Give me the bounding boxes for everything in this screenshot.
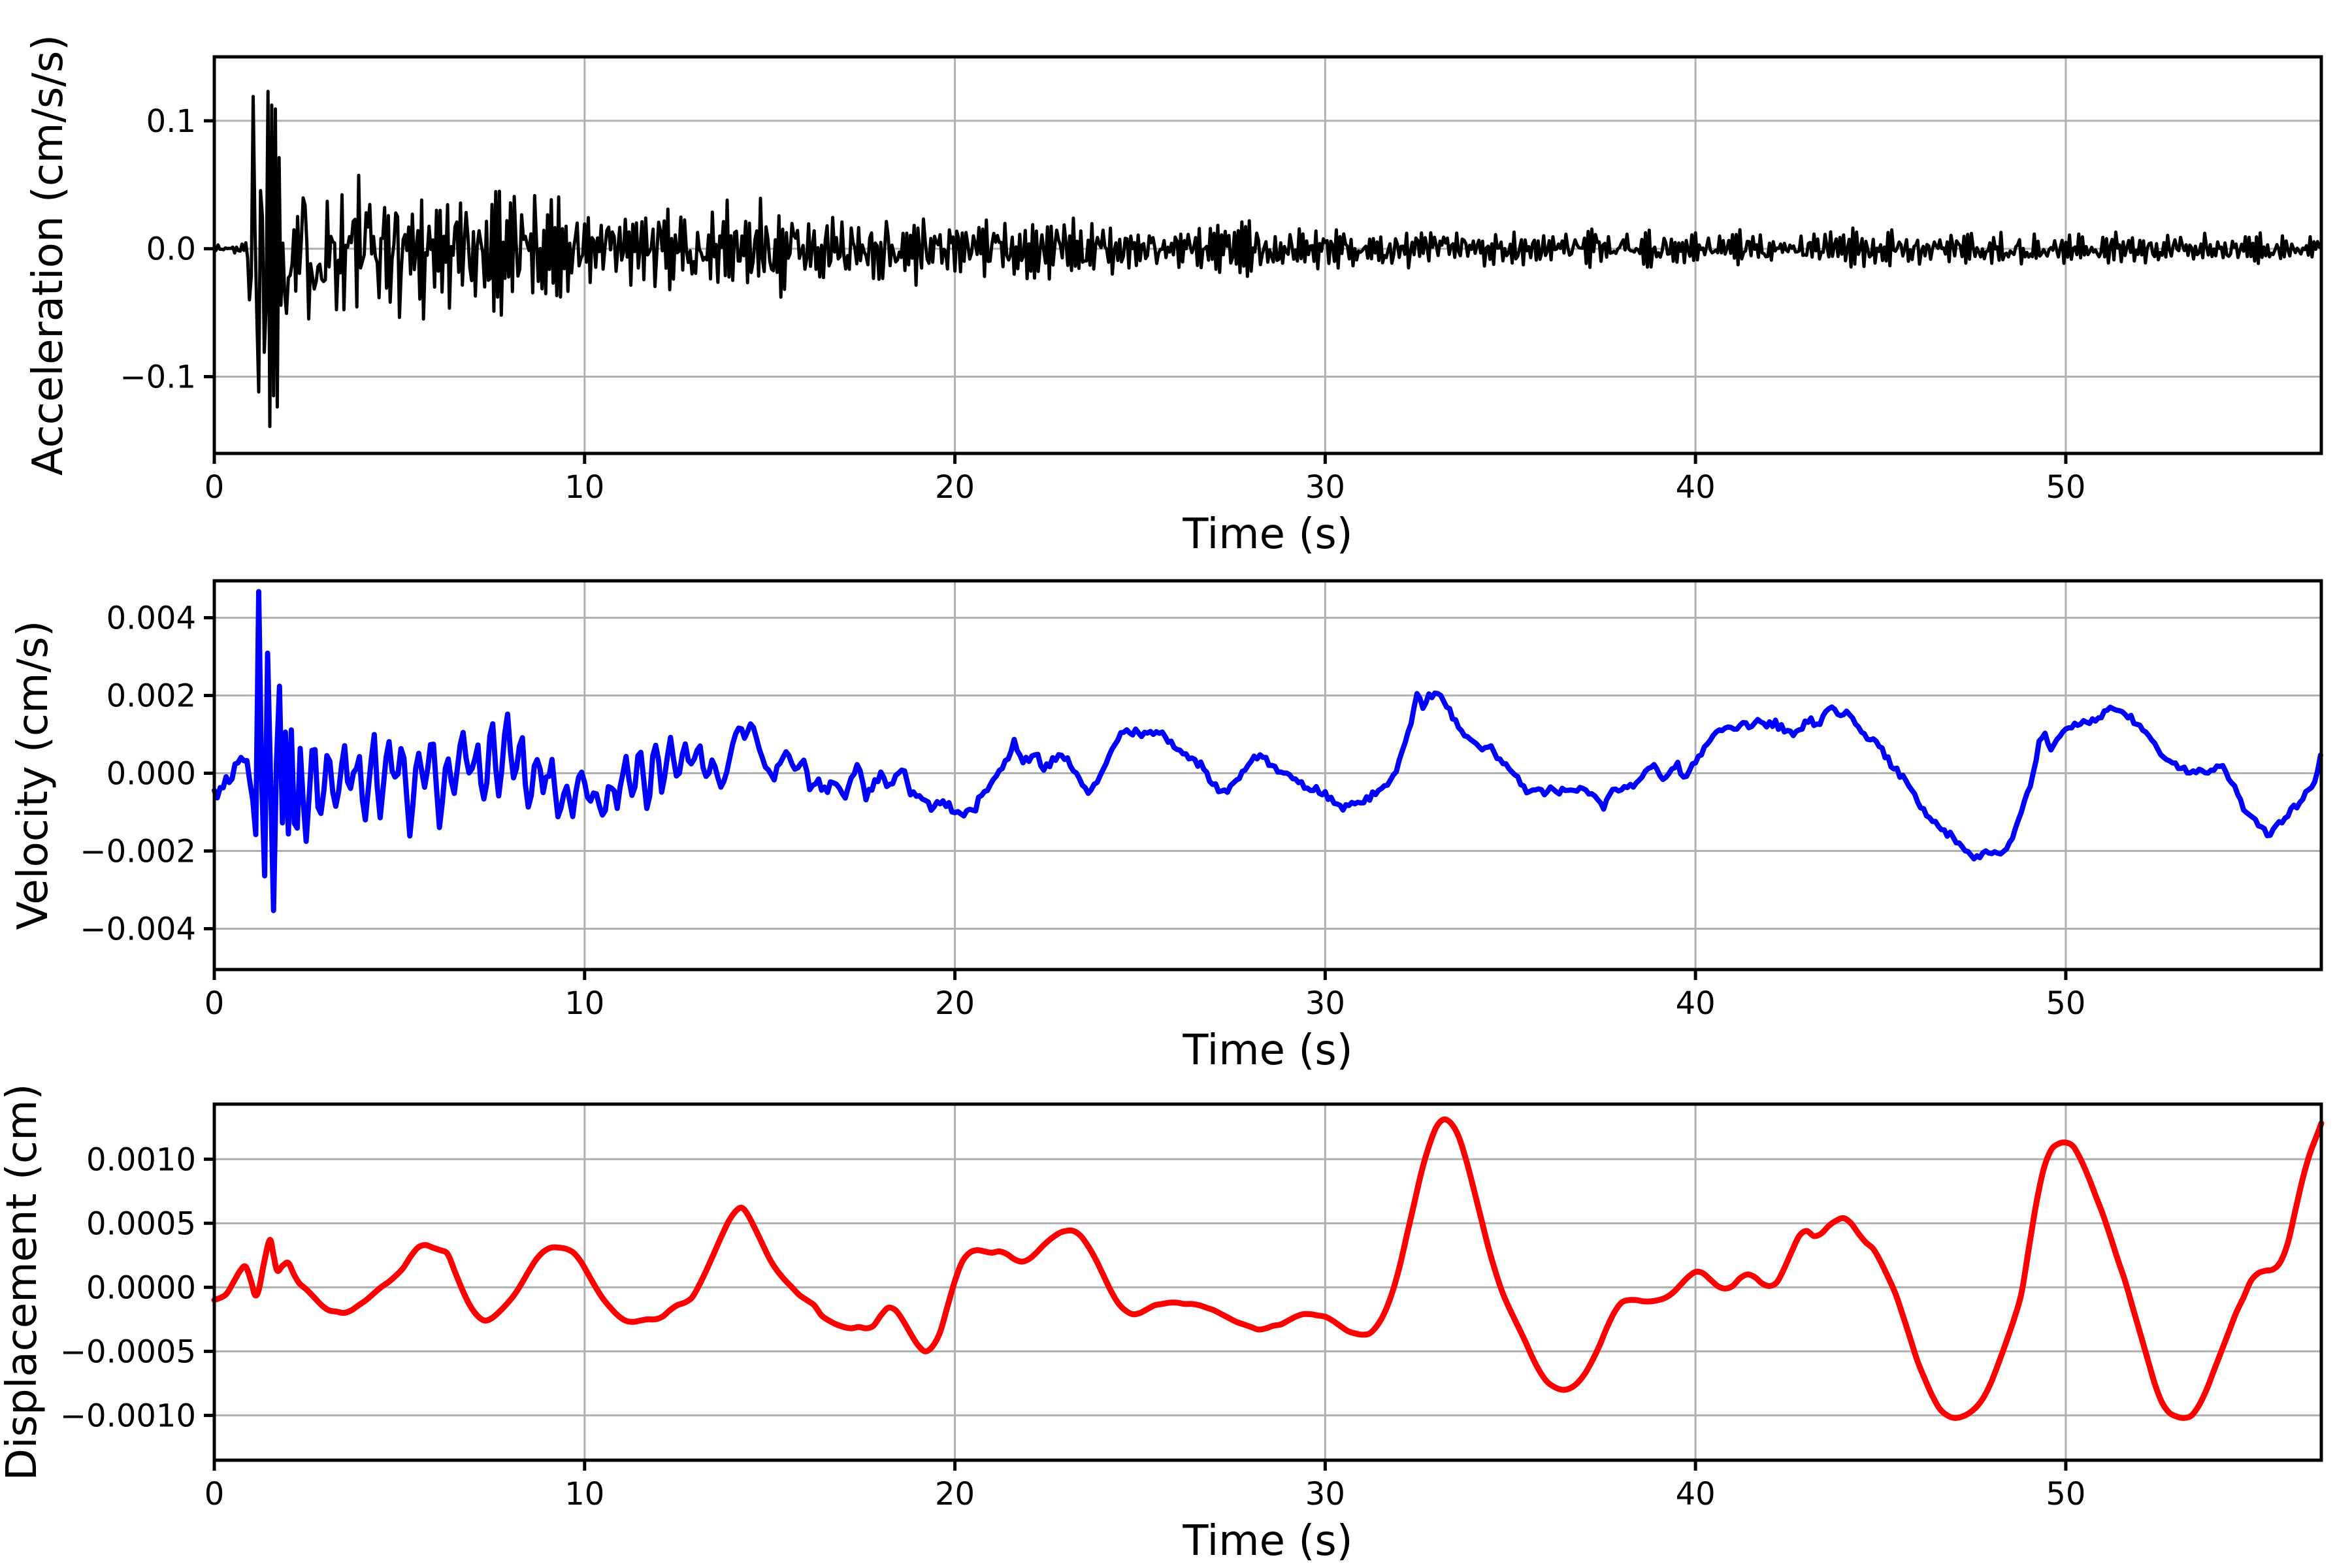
- x-tick-label: 50: [2046, 469, 2085, 506]
- y-tick-label: 0.0005: [86, 1205, 196, 1242]
- y-tick-label: 0.1: [146, 103, 196, 140]
- y-axis-label: Acceleration (cm/s/s): [24, 35, 73, 476]
- y-tick-label: −0.0005: [60, 1333, 196, 1370]
- trace-acceleration: [212, 90, 2323, 429]
- y-tick-label: 0.0: [146, 231, 196, 268]
- axes-spines: [212, 579, 2323, 972]
- y-axis-label: Velocity (cm/s): [9, 621, 57, 930]
- x-tick-label: 50: [2046, 1476, 2085, 1512]
- y-tick-label: 0.004: [106, 600, 196, 637]
- y-tick-label: −0.004: [80, 911, 196, 948]
- x-tick-label: 40: [1676, 985, 1716, 1022]
- x-tick-label: 20: [935, 1476, 975, 1512]
- panel-velocity: 0 10 20 30 40 50 0.004 0.002 0.000 −0.002 −0.004 Ti…: [9, 579, 2323, 1075]
- x-tick-label: 40: [1676, 469, 1716, 506]
- y-tick-label: −0.002: [80, 834, 196, 870]
- trace-displacement: [211, 1116, 2325, 1421]
- y-tick-label: 0.000: [106, 756, 196, 792]
- x-tick-label: 10: [564, 469, 604, 506]
- panel-acceleration: 0 10 20 30 40 50 0.1 0.0 −0.1 Time (s) Acceleratio…: [24, 35, 2323, 559]
- y-tick-label: −0.0010: [60, 1397, 196, 1434]
- x-tick-label: 30: [1305, 985, 1345, 1022]
- panel-displacement: 0 10 20 30 40 50 0.0010 0.0005 0.0000 −0.0005 −0.0…: [0, 1084, 2325, 1565]
- trace-velocity: [212, 589, 2323, 913]
- x-tick-label: 0: [204, 1476, 225, 1512]
- x-tick-label: 0: [204, 469, 225, 506]
- x-tick-label: 0: [204, 985, 225, 1022]
- x-tick-label: 10: [564, 985, 604, 1022]
- y-tick-label: 0.0010: [86, 1141, 196, 1178]
- x-tick-label: 20: [935, 469, 975, 506]
- y-tick-label: 0.002: [106, 678, 196, 715]
- axes-spines: [212, 55, 2323, 455]
- y-tick-label: −0.1: [120, 359, 196, 396]
- x-tick-label: 50: [2046, 985, 2085, 1022]
- x-tick-label: 40: [1676, 1476, 1716, 1512]
- x-axis-label: Time (s): [1182, 1517, 1352, 1565]
- x-axis-label: Time (s): [1182, 510, 1352, 559]
- y-axis-label: Displacement (cm): [0, 1084, 46, 1481]
- axes-spines: [212, 1102, 2323, 1462]
- y-tick-label: 0.0000: [86, 1269, 196, 1306]
- x-tick-label: 10: [564, 1476, 604, 1512]
- x-tick-label: 30: [1305, 1476, 1345, 1512]
- x-axis-label: Time (s): [1182, 1026, 1352, 1075]
- x-tick-label: 30: [1305, 469, 1345, 506]
- x-tick-label: 20: [935, 985, 975, 1022]
